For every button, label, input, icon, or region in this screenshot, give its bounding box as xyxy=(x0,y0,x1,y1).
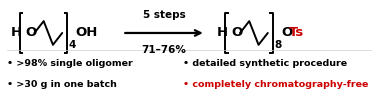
Text: • >98% single oligomer: • >98% single oligomer xyxy=(8,60,133,68)
Text: • detailed synthetic procedure: • detailed synthetic procedure xyxy=(183,60,347,68)
Text: O: O xyxy=(25,26,37,39)
Text: O: O xyxy=(231,26,242,39)
Text: • >30 g in one batch: • >30 g in one batch xyxy=(8,80,117,89)
Text: 4: 4 xyxy=(68,40,76,50)
Text: H: H xyxy=(217,26,228,39)
Text: O: O xyxy=(281,26,292,39)
Text: H: H xyxy=(11,26,22,39)
Text: OH: OH xyxy=(76,26,98,39)
Text: • completely chromatography-free: • completely chromatography-free xyxy=(183,80,369,89)
Text: Ts: Ts xyxy=(289,26,304,39)
Text: 71–76%: 71–76% xyxy=(141,45,186,55)
Text: 8: 8 xyxy=(274,40,281,50)
Text: 5 steps: 5 steps xyxy=(143,10,185,20)
